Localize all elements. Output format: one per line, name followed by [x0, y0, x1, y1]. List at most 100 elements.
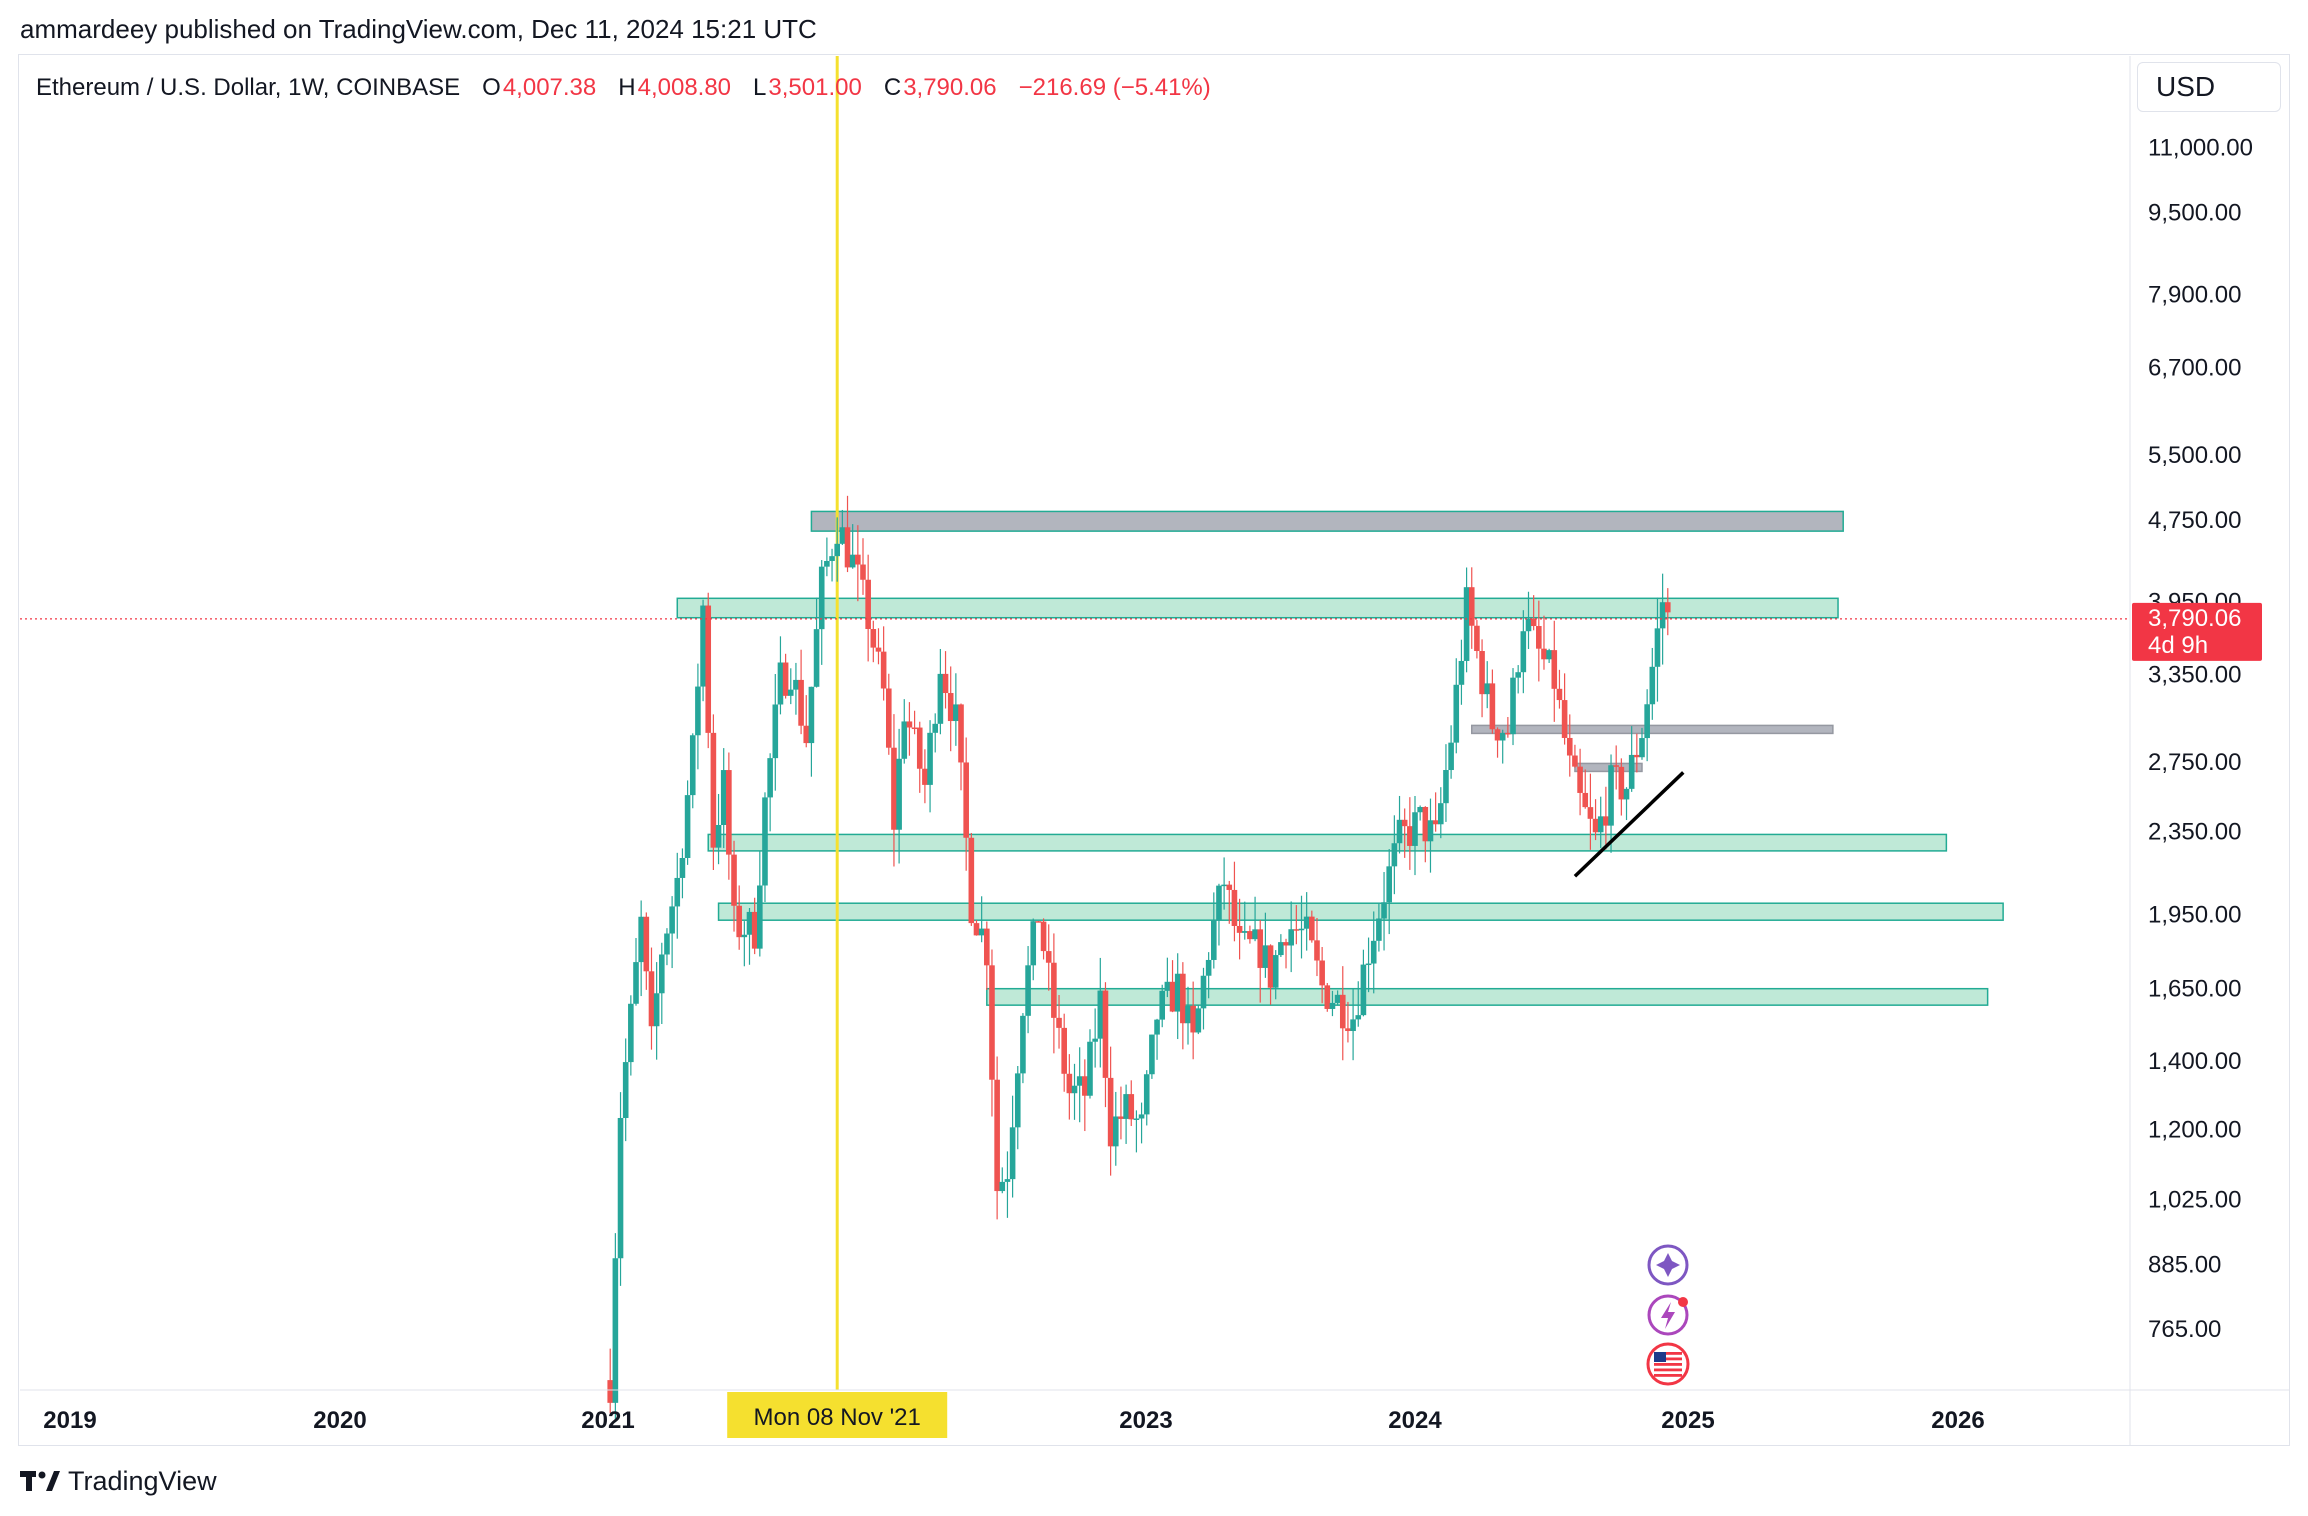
candle-body [1551, 650, 1558, 689]
candle-body [1164, 981, 1171, 991]
candle-body [1076, 1076, 1083, 1086]
candle-body [896, 758, 902, 830]
trend-line[interactable] [1573, 771, 1685, 878]
y-tick-label: 1,025.00 [2148, 1186, 2241, 1213]
candle-body [638, 916, 644, 963]
candle-body [757, 885, 763, 949]
candle-body [891, 747, 897, 830]
candle-body [865, 579, 871, 630]
candle-body [1582, 792, 1589, 808]
lightning-event-icon[interactable] [1647, 1294, 1689, 1336]
y-tick-label: 6,700.00 [2148, 354, 2241, 381]
candle-body [953, 704, 959, 722]
candle-body [1107, 1077, 1114, 1147]
candle-body [622, 1062, 629, 1118]
x-tick-label: 2019 [43, 1407, 96, 1434]
candle-body [1247, 931, 1253, 940]
chart-frame [18, 54, 2290, 1446]
candle-body [1603, 816, 1609, 826]
last-price-badge [2132, 602, 2262, 661]
candle-body [1102, 990, 1109, 1078]
candle-body [726, 770, 732, 855]
candle-body [1303, 916, 1310, 929]
candle-body [813, 629, 820, 687]
currency-selector[interactable]: USD [2137, 62, 2281, 112]
candle-body [1608, 765, 1614, 826]
us-flag-stripe [1654, 1357, 1682, 1361]
candle-body [1530, 618, 1537, 627]
candle-body [1639, 738, 1645, 758]
y-tick-label: 1,950.00 [2148, 901, 2241, 928]
candle-body [1154, 1019, 1160, 1035]
candle-body [994, 1079, 1000, 1192]
candle-body [1597, 816, 1604, 833]
candle-body [1298, 928, 1305, 931]
candle-body [1484, 683, 1491, 695]
y-tick-label: 1,200.00 [2148, 1116, 2241, 1143]
candle-body [1515, 672, 1521, 678]
resistance-zone-gray[interactable] [810, 510, 1844, 532]
tradingview-brand[interactable]: TradingView [20, 1466, 217, 1497]
candle-body [1556, 688, 1563, 701]
candles-layer [20, 495, 2130, 1423]
candle-body [947, 693, 954, 722]
candle-body [1505, 732, 1511, 735]
support-zone[interactable] [676, 597, 1839, 619]
candle-body [1174, 973, 1181, 1012]
candle-body [653, 993, 660, 1027]
candle-body [1561, 700, 1568, 738]
candle-body [1350, 1019, 1356, 1032]
candle-body [1463, 587, 1470, 661]
candle-body [1376, 918, 1382, 941]
candle-body [741, 934, 748, 938]
candle-body [1169, 981, 1176, 1012]
candle-body [1211, 920, 1217, 960]
crosshair-layer: Mon 08 Nov '21 [727, 56, 948, 1438]
candle-body [1293, 929, 1300, 931]
candle-body [787, 689, 794, 696]
us-flag-event-icon[interactable] [1646, 1342, 1690, 1386]
candle-body [1180, 973, 1186, 1024]
publish-line: ammardeey published on TradingView.com, … [20, 14, 817, 44]
candle-body [829, 556, 835, 561]
candle-body [1386, 866, 1393, 903]
support-zone[interactable] [986, 987, 1989, 1006]
candle-body [984, 928, 990, 966]
candle-body [715, 824, 722, 848]
candle-body [1195, 1008, 1202, 1033]
candle-body [968, 837, 975, 924]
support-zone[interactable] [707, 833, 1948, 852]
us-flag-stripe [1654, 1368, 1682, 1372]
candle-body [1149, 1034, 1155, 1075]
candle-body [1334, 994, 1341, 1003]
candle-body [798, 679, 804, 726]
x-tick-label: 2020 [313, 1407, 366, 1434]
candle-body [1241, 931, 1248, 933]
candle-body [1618, 766, 1625, 800]
candle-body [762, 797, 768, 886]
candle-body [1226, 884, 1233, 890]
y-tick-label: 2,750.00 [2148, 749, 2241, 776]
symbol-label[interactable]: Ethereum / U.S. Dollar, 1W, COINBASE [36, 74, 461, 101]
candle-body [1272, 955, 1279, 988]
y-tick-label: 885.00 [2148, 1251, 2221, 1278]
ai-sparkle-icon[interactable] [1647, 1244, 1689, 1286]
resistance-zone-gray[interactable] [1470, 724, 1834, 735]
candle-body [1479, 651, 1485, 695]
candle-body [818, 566, 825, 630]
candle-body [1494, 729, 1501, 741]
candle-body [1035, 921, 1042, 923]
support-zone[interactable] [717, 902, 2004, 921]
candle-body [1051, 962, 1057, 1018]
candle-body [1092, 1038, 1098, 1042]
candle-body [1401, 819, 1408, 827]
candle-body [1236, 925, 1243, 933]
candle-body [1082, 1076, 1088, 1096]
candle-body [1231, 889, 1238, 926]
candle-body [1623, 788, 1630, 800]
ai-sparkle-icon-star [1656, 1253, 1680, 1277]
y-tick-label: 765.00 [2148, 1316, 2221, 1343]
candle-body [1262, 945, 1269, 968]
candle-body [689, 735, 696, 796]
